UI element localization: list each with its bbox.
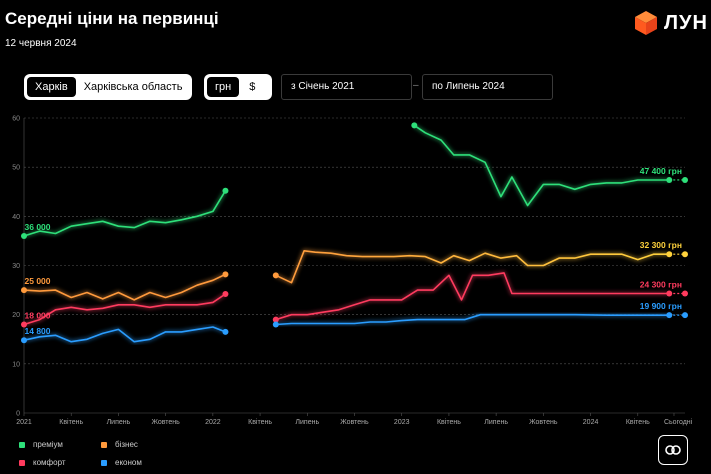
series-end-label-comfort: 24 300 грн xyxy=(640,280,682,290)
legend-item-comfort: комфорт xyxy=(19,458,66,467)
legend-item-business: бізнес xyxy=(101,440,138,449)
series-point-business xyxy=(272,272,279,279)
series-point-premium xyxy=(411,122,418,129)
x-tick-label: Жовтень xyxy=(529,419,558,426)
series-point-business xyxy=(21,287,27,294)
legend-label: економ xyxy=(115,458,142,467)
series-end-label-business: 32 300 грн xyxy=(640,240,682,250)
series-point-economy xyxy=(272,321,279,328)
share-link-button[interactable] xyxy=(658,435,688,465)
report-date: 12 червня 2024 xyxy=(5,38,77,49)
x-tick-label: Липень xyxy=(484,419,508,426)
series-point-today-business xyxy=(682,251,688,258)
legend-swatch xyxy=(19,459,25,466)
x-tick-label: Сьогодні xyxy=(664,418,693,426)
series-line-premium xyxy=(23,190,227,237)
x-tick-label: Липень xyxy=(295,419,319,426)
currency-switch: грн $ xyxy=(204,74,272,100)
series-point-premium xyxy=(222,187,229,194)
series-end-label-premium: 47 400 грн xyxy=(640,166,682,176)
region-switch: Харків Харківська область xyxy=(24,74,192,100)
series-point-today-premium xyxy=(682,176,688,183)
series-line-business xyxy=(23,273,226,301)
series-point-premium xyxy=(21,233,27,239)
legend-swatch xyxy=(101,441,107,448)
x-tick-label: 2023 xyxy=(394,419,410,426)
x-tick-label: Квітень xyxy=(248,418,272,426)
legend-swatch xyxy=(19,441,25,448)
series-line-economy xyxy=(23,326,226,343)
series-point-comfort xyxy=(222,291,229,298)
x-tick-label: Липень xyxy=(107,419,131,426)
x-tick-label: 2024 xyxy=(583,419,599,426)
x-tick-label: Квітень xyxy=(437,418,461,426)
series-point-comfort xyxy=(21,321,27,328)
series-point-today-comfort xyxy=(682,290,688,297)
y-tick-label: 60 xyxy=(12,116,20,123)
legend-label: преміум xyxy=(33,440,63,449)
link-icon xyxy=(665,445,681,455)
series-point-economy xyxy=(21,337,27,344)
y-tick-label: 50 xyxy=(12,165,20,172)
date-from-input[interactable]: з Січень 2021 xyxy=(281,74,412,100)
series-line-comfort xyxy=(23,293,226,326)
series-end-label-economy: 19 900 грн xyxy=(640,301,682,311)
lun-logo: ЛУН xyxy=(634,10,708,36)
logo-text: ЛУН xyxy=(664,11,708,34)
tab-kharkiv[interactable]: Харків xyxy=(27,77,76,97)
date-range-dash: – xyxy=(413,80,419,91)
tab-currency-uah[interactable]: грн xyxy=(207,77,240,97)
series-line-comfort xyxy=(275,272,670,321)
y-tick-label: 0 xyxy=(16,411,20,418)
page-title: Середні ціни на первинці xyxy=(5,9,219,28)
x-tick-label: 2022 xyxy=(205,419,221,426)
tab-kharkiv-oblast[interactable]: Харківська область xyxy=(83,81,183,93)
date-to-input[interactable]: по Липень 2024 xyxy=(422,74,553,100)
cube-logo-icon xyxy=(635,11,657,35)
series-start-label-business: 25 000 xyxy=(25,276,51,286)
series-start-label-economy: 14 800 xyxy=(25,326,51,336)
series-line-economy xyxy=(275,313,670,326)
x-tick-label: Жовтень xyxy=(340,419,369,426)
series-start-label-comfort: 18 000 xyxy=(25,311,51,321)
x-tick-label: 2021 xyxy=(16,419,32,426)
y-tick-label: 20 xyxy=(12,312,20,319)
y-tick-label: 40 xyxy=(12,214,20,221)
x-tick-label: Квітень xyxy=(59,418,83,426)
series-point-economy xyxy=(222,328,229,335)
series-line-premium xyxy=(413,124,670,207)
series-point-today-economy xyxy=(682,312,688,319)
legend-label: комфорт xyxy=(33,458,66,467)
tab-currency-usd[interactable]: $ xyxy=(249,81,256,93)
series-start-label-premium: 36 000 xyxy=(25,222,51,232)
y-tick-label: 10 xyxy=(12,361,20,368)
y-tick-label: 30 xyxy=(12,263,20,270)
legend-swatch xyxy=(101,459,107,466)
legend-label: бізнес xyxy=(115,440,138,449)
x-tick-label: Жовтень xyxy=(151,419,180,426)
series-point-comfort xyxy=(272,316,279,323)
legend-item-economy: економ xyxy=(101,458,142,467)
legend-item-premium: преміум xyxy=(19,440,63,449)
series-point-business xyxy=(222,271,229,278)
x-tick-label: Квітень xyxy=(626,418,650,426)
series-line-business xyxy=(275,250,670,284)
